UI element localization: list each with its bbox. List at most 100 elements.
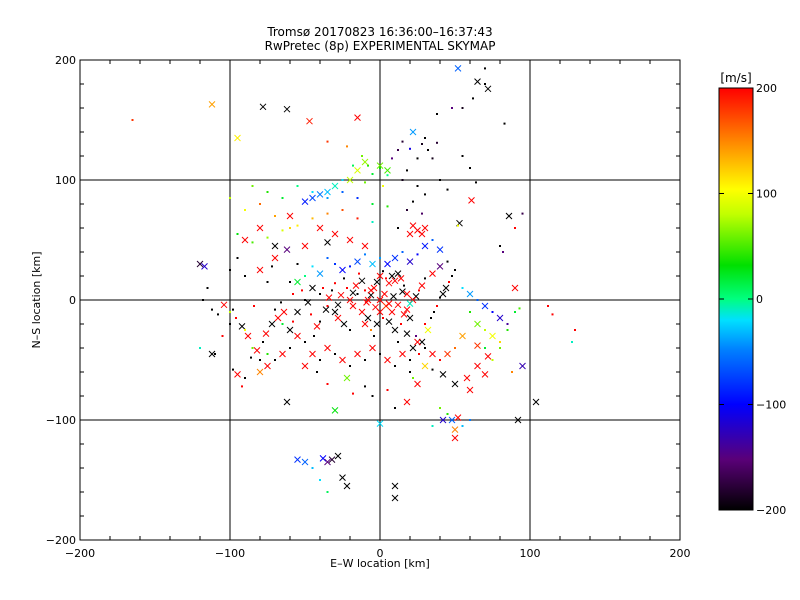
cross-marker <box>394 270 402 277</box>
cross-marker <box>234 371 241 378</box>
dot-marker <box>461 287 464 289</box>
dot-marker <box>259 203 261 205</box>
dot-marker <box>401 179 404 181</box>
cross-marker <box>220 301 228 309</box>
x-tick-label: 0 <box>377 547 384 560</box>
cross-marker <box>271 254 279 262</box>
cross-marker <box>474 342 481 349</box>
cross-marker <box>358 308 366 316</box>
dot-marker <box>356 293 359 295</box>
dot-marker <box>506 329 509 331</box>
dot-marker <box>412 200 414 203</box>
dot-marker <box>301 289 303 292</box>
dot-marker <box>289 227 291 229</box>
cross-marker <box>346 296 354 304</box>
cross-marker <box>322 306 330 313</box>
cross-marker <box>354 258 361 265</box>
cross-marker <box>376 162 384 169</box>
dot-marker <box>304 341 306 343</box>
dot-marker <box>484 83 486 85</box>
dot-marker <box>334 282 336 285</box>
cross-marker <box>436 246 444 253</box>
dot-marker <box>296 224 299 227</box>
dot-marker <box>235 317 237 319</box>
dot-marker <box>313 335 315 337</box>
dot-marker <box>424 323 426 325</box>
dot-marker <box>373 335 375 337</box>
dot-marker <box>364 385 366 388</box>
dot-marker <box>364 289 366 292</box>
dot-marker <box>385 277 387 280</box>
dot-marker <box>416 157 419 160</box>
cross-marker <box>369 260 376 268</box>
cross-marker <box>403 330 411 337</box>
cross-marker <box>391 326 399 334</box>
cross-marker <box>361 242 369 250</box>
dot-marker <box>469 311 471 313</box>
dot-marker <box>457 224 459 227</box>
dot-marker <box>394 407 396 409</box>
chart-title: Tromsø 20170823 16:36:00–16:37:43 <box>266 25 492 39</box>
dot-marker <box>454 347 456 349</box>
dot-marker <box>412 377 414 379</box>
y-tick-label: −200 <box>46 534 76 547</box>
dot-marker <box>439 407 441 409</box>
cross-marker <box>301 362 309 370</box>
dot-marker <box>296 185 299 187</box>
cross-marker <box>409 128 417 136</box>
cross-marker <box>283 398 291 406</box>
dot-marker <box>451 275 453 277</box>
cross-marker <box>397 275 405 282</box>
dot-marker <box>271 265 273 268</box>
cross-marker <box>429 350 436 358</box>
dot-marker <box>311 265 314 268</box>
dot-marker <box>416 253 419 256</box>
cross-marker <box>403 290 411 298</box>
cross-marker <box>301 458 309 466</box>
cross-marker <box>474 320 481 328</box>
chart-subtitle: RwPretec (8p) EXPERIMENTAL SKYMAP <box>265 39 496 53</box>
cross-marker <box>384 260 391 268</box>
dot-marker <box>421 212 423 215</box>
cross-marker <box>340 320 348 328</box>
cross-marker <box>349 302 357 310</box>
dot-marker <box>352 164 354 167</box>
dot-marker <box>371 221 374 223</box>
dot-marker <box>358 272 360 275</box>
dot-marker <box>431 368 434 371</box>
dot-marker <box>401 251 404 253</box>
cross-marker <box>454 65 462 72</box>
cross-marker <box>244 332 252 340</box>
cross-marker <box>391 494 399 502</box>
cross-marker <box>463 374 471 382</box>
cross-marker <box>256 368 264 376</box>
dot-marker <box>262 341 264 343</box>
dot-marker <box>382 185 384 187</box>
dot-marker <box>448 281 450 283</box>
dot-marker <box>352 392 354 395</box>
dot-marker <box>211 308 213 311</box>
cross-marker <box>339 474 346 481</box>
dot-marker <box>446 260 449 263</box>
cross-marker <box>399 288 406 295</box>
cross-marker <box>201 263 208 270</box>
cross-marker <box>283 105 291 113</box>
dot-marker <box>379 257 381 259</box>
dot-marker <box>415 335 417 337</box>
dot-marker <box>236 257 239 259</box>
cross-marker <box>421 362 429 370</box>
dot-marker <box>491 311 494 313</box>
dot-marker <box>514 311 516 313</box>
dot-marker <box>326 491 329 493</box>
dot-marker <box>334 353 336 355</box>
cross-marker <box>418 282 426 289</box>
dot-marker <box>461 155 464 157</box>
y-tick-label: −100 <box>46 414 76 427</box>
cross-marker <box>271 242 279 250</box>
dot-marker <box>229 311 231 313</box>
dot-marker <box>266 281 269 283</box>
dot-marker <box>356 197 359 199</box>
dot-marker <box>379 353 381 355</box>
cross-marker <box>474 362 481 370</box>
